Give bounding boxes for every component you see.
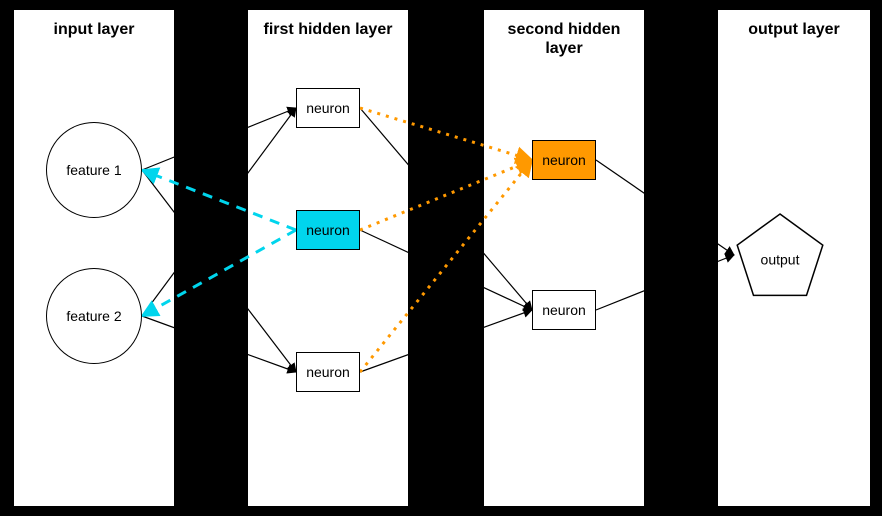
node-output: output: [730, 210, 830, 300]
panel-title-output: output layer: [718, 10, 870, 49]
node-h1n1: neuron: [296, 88, 360, 128]
node-feature2: feature 2: [46, 268, 142, 364]
panel-hidden1: first hidden layer: [248, 10, 408, 506]
node-label: feature 1: [66, 162, 121, 178]
node-label: neuron: [306, 222, 350, 238]
panel-hidden2: second hidden layer: [484, 10, 644, 506]
node-label: output: [761, 252, 800, 268]
node-h2n2: neuron: [532, 290, 596, 330]
node-label: neuron: [306, 100, 350, 116]
node-label: neuron: [542, 152, 586, 168]
node-h1n2: neuron: [296, 210, 360, 250]
panel-title-input: input layer: [14, 10, 174, 49]
panel-input: input layer: [14, 10, 174, 506]
node-label: feature 2: [66, 308, 121, 324]
panel-title-hidden2: second hidden layer: [484, 10, 644, 68]
node-feature1: feature 1: [46, 122, 142, 218]
panel-title-hidden1: first hidden layer: [248, 10, 408, 49]
node-h1n3: neuron: [296, 352, 360, 392]
node-label: neuron: [542, 302, 586, 318]
node-label: neuron: [306, 364, 350, 380]
node-h2n1: neuron: [532, 140, 596, 180]
